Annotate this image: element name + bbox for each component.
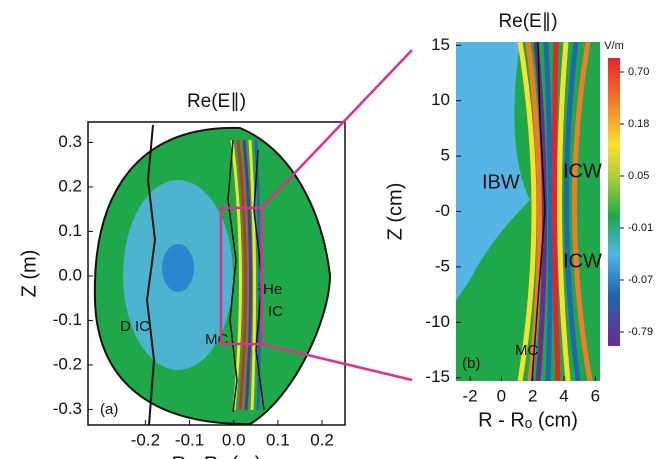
colorbar-label: V/m <box>604 40 624 52</box>
annotation: MC <box>515 342 538 359</box>
zoom-line <box>260 49 413 209</box>
y-tick-label: -0.1 <box>53 310 82 329</box>
annotation: ICW <box>563 250 602 272</box>
y-axis-label: Z (cm) <box>384 183 406 241</box>
x-tick-label: -2 <box>463 386 478 405</box>
x-axis-label: R - Rₒ (m) <box>172 453 262 459</box>
y-tick-label: 5 <box>441 146 450 165</box>
y-tick-label: 0.1 <box>58 221 82 240</box>
x-axis-label: R - Rₒ (cm) <box>478 409 578 431</box>
annotation: (b) <box>462 355 480 372</box>
chart-title: Re(E∥) <box>187 91 246 112</box>
colorbar-tick-label: 0.70 <box>628 66 649 78</box>
x-tick-label: 4 <box>559 386 568 405</box>
colorbar <box>608 58 620 346</box>
annotation: IBW <box>482 171 520 193</box>
x-tick-label: -0.2 <box>131 430 160 449</box>
annotation: ICW <box>563 160 602 182</box>
colorbar-tick-label: 0.18 <box>628 118 649 130</box>
colorbar-tick-label: 0.05 <box>628 170 649 182</box>
field-map-b <box>456 42 600 381</box>
colorbar-tick-label: -0.79 <box>628 326 653 338</box>
y-tick-label: -0 <box>435 201 450 220</box>
x-tick-label: 0.2 <box>310 430 334 449</box>
y-tick-label: -10 <box>425 312 450 331</box>
annotation: D IC <box>120 318 150 335</box>
y-tick-label: -5 <box>435 256 450 275</box>
y-tick-label: -15 <box>425 367 450 386</box>
y-tick-label: -0.3 <box>53 399 82 418</box>
x-tick-label: 0 <box>497 386 506 405</box>
x-tick-label: 6 <box>591 386 600 405</box>
chart-title: Re(E∥) <box>498 11 557 32</box>
colorbar-tick-label: -0.01 <box>628 222 653 234</box>
y-tick-label: 0.2 <box>58 176 82 195</box>
x-tick-label: -0.1 <box>175 430 204 449</box>
zoom-box <box>219 206 263 346</box>
colorbar-tick-label: -0.07 <box>628 274 653 286</box>
annotation: MC <box>205 331 228 348</box>
y-tick-label: 10 <box>431 90 450 109</box>
y-tick-label: 0.0 <box>58 265 82 284</box>
x-tick-label: 2 <box>528 386 537 405</box>
annotation: (a) <box>100 401 118 418</box>
y-tick-label: -0.2 <box>53 354 82 373</box>
field-map-a <box>93 124 332 426</box>
y-tick-label: 15 <box>431 35 450 54</box>
annotation: ³He <box>258 281 282 298</box>
y-axis-label: Z (m) <box>18 250 40 298</box>
zoom-line <box>261 342 413 382</box>
x-tick-label: 0.1 <box>266 430 290 449</box>
plot-frame <box>87 121 346 426</box>
annotation: IC <box>268 303 283 320</box>
y-tick-label: 0.3 <box>58 132 82 151</box>
x-tick-label: 0.0 <box>222 430 246 449</box>
